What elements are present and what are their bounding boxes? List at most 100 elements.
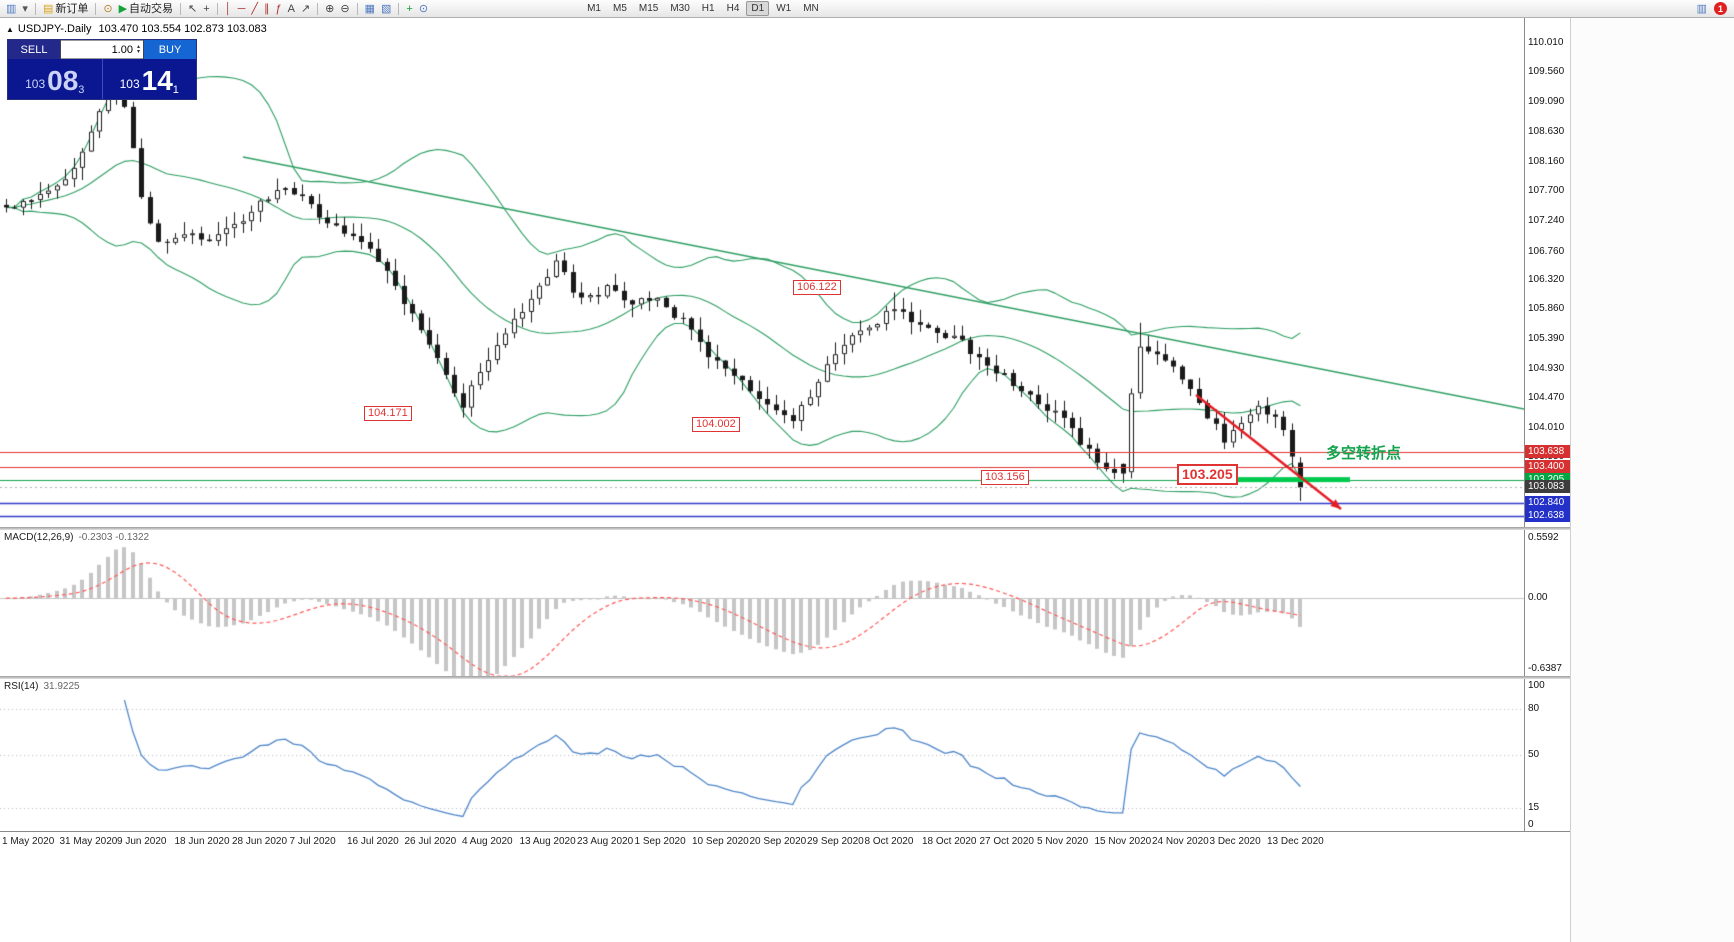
sell-price[interactable]: 103 08 3	[8, 59, 103, 99]
zoom-out-icon[interactable]: ⊖	[340, 2, 350, 15]
zoom-in-icon[interactable]: ⊕	[325, 2, 335, 15]
chart-mode-icon[interactable]: ▥	[1696, 2, 1707, 15]
chart-list-icon[interactable]: ▾	[22, 2, 28, 15]
date-axis[interactable]: 1 May 2020 31 May 2020 9 Jun 2020 18 Jun 20…	[0, 834, 1570, 851]
date-axis-label: 18 Jun 2020	[174, 836, 230, 847]
rsi-panel-divider[interactable]	[0, 676, 1570, 679]
timeframe-m5[interactable]: M5	[612, 3, 627, 14]
timeframe-w1[interactable]: W1	[776, 3, 792, 14]
price-callout-103.156[interactable]: 103.156	[981, 470, 1029, 485]
tile-windows-icon[interactable]: ▦	[364, 2, 376, 15]
price-callout-104.171[interactable]: 104.171	[364, 406, 412, 421]
toolbar-separator	[216, 2, 218, 15]
price-callout-104.002[interactable]: 104.002	[692, 417, 740, 432]
timeframe-d1[interactable]: D1	[746, 1, 770, 16]
buy-price-handle: 103	[119, 77, 140, 91]
price-axis-label: 108.630	[1528, 125, 1565, 137]
new-template-icon[interactable]: ▧	[381, 2, 392, 15]
equidistant-channel-icon[interactable]: ∥	[263, 2, 270, 15]
main-toolbar: ▥ ▾ ▤ 新订单 ⊙ ▶ 自动交易 ↖ + │ ─ ╱ ∥ ƒ A ↗ ⊕ ⊖ ▦ ▧ + ⊙ M1 M5 M15 M30 H1…	[0, 0, 1734, 18]
rsi-canvas[interactable]	[0, 679, 1524, 831]
chart-objects-layer: 106.122 104.171 104.002 103.156 103.205 多空转折点	[0, 18, 1524, 527]
chart-window: ▲ USDJPY-.Daily 103.470 103.554 102.873 10…	[0, 18, 1571, 942]
rsi-axis-label: 50	[1528, 749, 1540, 760]
buy-price-big: 14	[141, 65, 173, 96]
date-axis-label: 3 Dec 2020	[1209, 836, 1261, 847]
volume-down-icon[interactable]: ▾	[136, 48, 140, 55]
rsi-axis-label: 0	[1528, 819, 1534, 830]
market-watch-icon[interactable]: ⊙	[103, 2, 113, 15]
timeframe-m1[interactable]: M1	[587, 3, 601, 14]
crosshair-icon[interactable]: +	[203, 2, 210, 15]
date-axis-label: 13 Aug 2020	[519, 836, 576, 847]
autotrading-button[interactable]: ▶ 自动交易	[118, 2, 174, 15]
date-axis-label: 23 Aug 2020	[577, 836, 634, 847]
timeframe-h1[interactable]: H1	[701, 3, 715, 14]
date-axis-label: 27 Oct 2020	[979, 836, 1034, 847]
rsi-axis-label: 100	[1528, 680, 1545, 691]
price-axis-label: 109.090	[1528, 96, 1565, 108]
workspace-background	[1571, 18, 1734, 942]
volume-field[interactable]: 1.00 ▴ ▾	[61, 40, 143, 59]
price-axis-separator	[1524, 18, 1525, 831]
toolbar-separator	[398, 2, 400, 15]
chart-text-annotation[interactable]: 多空转折点	[1326, 445, 1402, 462]
timeframe-m15[interactable]: M15	[638, 3, 659, 14]
date-axis-label: 28 Jun 2020	[232, 836, 288, 847]
one-click-trading-panel: SELL 1.00 ▴ ▾ BUY 103 08 3 103 14 1	[8, 40, 196, 99]
price-axis-label: 104.930	[1528, 362, 1565, 374]
new-order-button[interactable]: ▤ 新订单	[42, 2, 89, 15]
macd-values: -0.2303 -0.1322	[78, 532, 150, 543]
date-axis-label: 8 Oct 2020	[864, 836, 914, 847]
indicators-icon[interactable]: +	[406, 2, 413, 15]
notifications-badge[interactable]: 1	[1714, 2, 1727, 15]
price-callout-106.122[interactable]: 106.122	[793, 280, 841, 295]
macd-panel-divider[interactable]	[0, 527, 1570, 530]
trendline-icon[interactable]: ╱	[251, 2, 258, 15]
rsi-name: RSI(14)	[4, 681, 39, 692]
price-axis-label: 107.240	[1528, 214, 1565, 226]
date-axis-label: 24 Nov 2020	[1152, 836, 1209, 847]
volume-up-icon[interactable]: ▴	[136, 43, 140, 50]
price-axis-label: 106.760	[1528, 245, 1565, 257]
new-chart-icon[interactable]: ▥	[6, 2, 17, 15]
price-axis-label: 105.860	[1528, 303, 1565, 315]
price-axis-label: 107.700	[1528, 185, 1565, 197]
fibonacci-icon[interactable]: ƒ	[275, 2, 282, 15]
cursor-icon[interactable]: ↖	[188, 2, 198, 15]
toolbar-separator	[356, 2, 358, 15]
rsi-label: RSI(14) 31.9225	[4, 681, 80, 692]
macd-label: MACD(12,26,9) -0.2303 -0.1322	[4, 532, 149, 543]
sell-price-pip: 3	[78, 84, 85, 96]
date-axis-label: 1 Sep 2020	[634, 836, 686, 847]
toolbar-separator	[95, 2, 97, 15]
toolbar-separator	[180, 2, 182, 15]
buy-price[interactable]: 103 14 1	[103, 59, 197, 99]
vertical-line-icon[interactable]: │	[224, 2, 232, 15]
sell-button[interactable]: SELL	[8, 40, 61, 59]
text-icon[interactable]: A	[287, 2, 295, 15]
arrows-icon[interactable]: ↗	[300, 2, 311, 15]
price-axis[interactable]: 110.010 109.560 109.090 108.630 108.160 107.7…	[1525, 18, 1570, 831]
price-axis-label: 105.390	[1528, 333, 1565, 345]
timeframe-h4[interactable]: H4	[726, 3, 740, 14]
macd-canvas[interactable]	[0, 530, 1524, 676]
sell-price-big: 08	[47, 65, 79, 96]
horizontal-line-icon[interactable]: ─	[237, 2, 246, 15]
date-axis-label: 10 Sep 2020	[692, 836, 749, 847]
buy-button[interactable]: BUY	[143, 40, 196, 59]
period-icon[interactable]: ⊙	[418, 2, 429, 15]
toolbar-separator	[317, 2, 319, 15]
price-chart-canvas[interactable]	[0, 18, 1524, 527]
macd-axis-label: 0.00	[1528, 592, 1548, 604]
rsi-value: 31.9225	[43, 681, 80, 692]
price-axis-label: 108.160	[1528, 155, 1565, 167]
trade-panel-collapse-icon[interactable]: ▲	[6, 25, 14, 34]
price-axis-label: 104.010	[1528, 421, 1565, 433]
price-callout-103.205[interactable]: 103.205	[1177, 464, 1238, 485]
price-flag-103.638: 103.638	[1525, 444, 1570, 458]
date-axis-label: 26 Jul 2020	[404, 836, 457, 847]
timeframe-mn[interactable]: MN	[803, 3, 819, 14]
symbol-period-label: USDJPY-.Daily	[17, 23, 92, 35]
timeframe-m30[interactable]: M30	[670, 3, 690, 14]
